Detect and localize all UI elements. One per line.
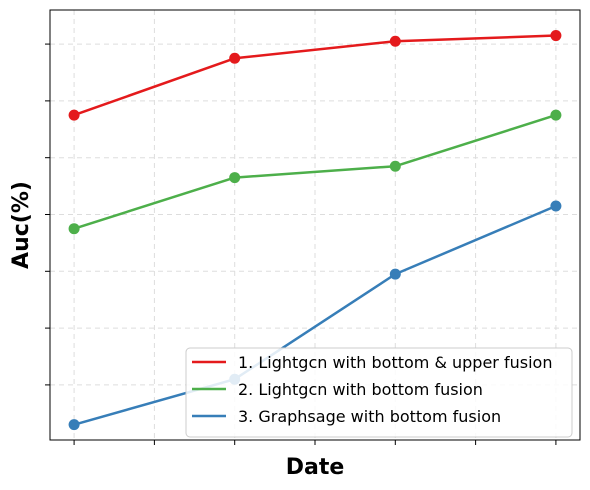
data-point xyxy=(389,268,401,280)
data-point xyxy=(389,35,401,47)
data-point xyxy=(68,223,80,235)
series-line xyxy=(73,204,557,426)
axis-ticks xyxy=(45,43,557,445)
data-point xyxy=(229,52,241,64)
legend-box xyxy=(185,347,573,438)
data-point xyxy=(550,200,562,212)
legend-item: 1. Lightgcn with bottom & upper fusion xyxy=(192,353,552,372)
data-point xyxy=(550,109,562,121)
legend-label: 3. Graphsage with bottom fusion xyxy=(238,407,501,426)
data-point xyxy=(68,419,80,431)
x-axis-title: Date xyxy=(286,455,345,480)
data-point xyxy=(68,109,80,121)
plot-frame xyxy=(49,9,581,441)
legend: 1. Lightgcn with bottom & upper fusion 2.… xyxy=(185,347,573,438)
legend-item: 3. Graphsage with bottom fusion xyxy=(192,407,501,426)
series-line xyxy=(73,34,556,117)
series-1 xyxy=(68,30,562,121)
data-point xyxy=(389,160,401,172)
y-axis-title: Auc(%) xyxy=(9,181,34,269)
legend-label: 2. Lightgcn with bottom fusion xyxy=(238,380,483,399)
data-point xyxy=(550,30,562,42)
legend-label: 1. Lightgcn with bottom & upper fusion xyxy=(238,353,552,372)
data-point xyxy=(229,172,241,184)
legend-item: 2. Lightgcn with bottom fusion xyxy=(192,380,483,399)
series-line xyxy=(73,113,557,230)
series-2 xyxy=(68,109,562,235)
